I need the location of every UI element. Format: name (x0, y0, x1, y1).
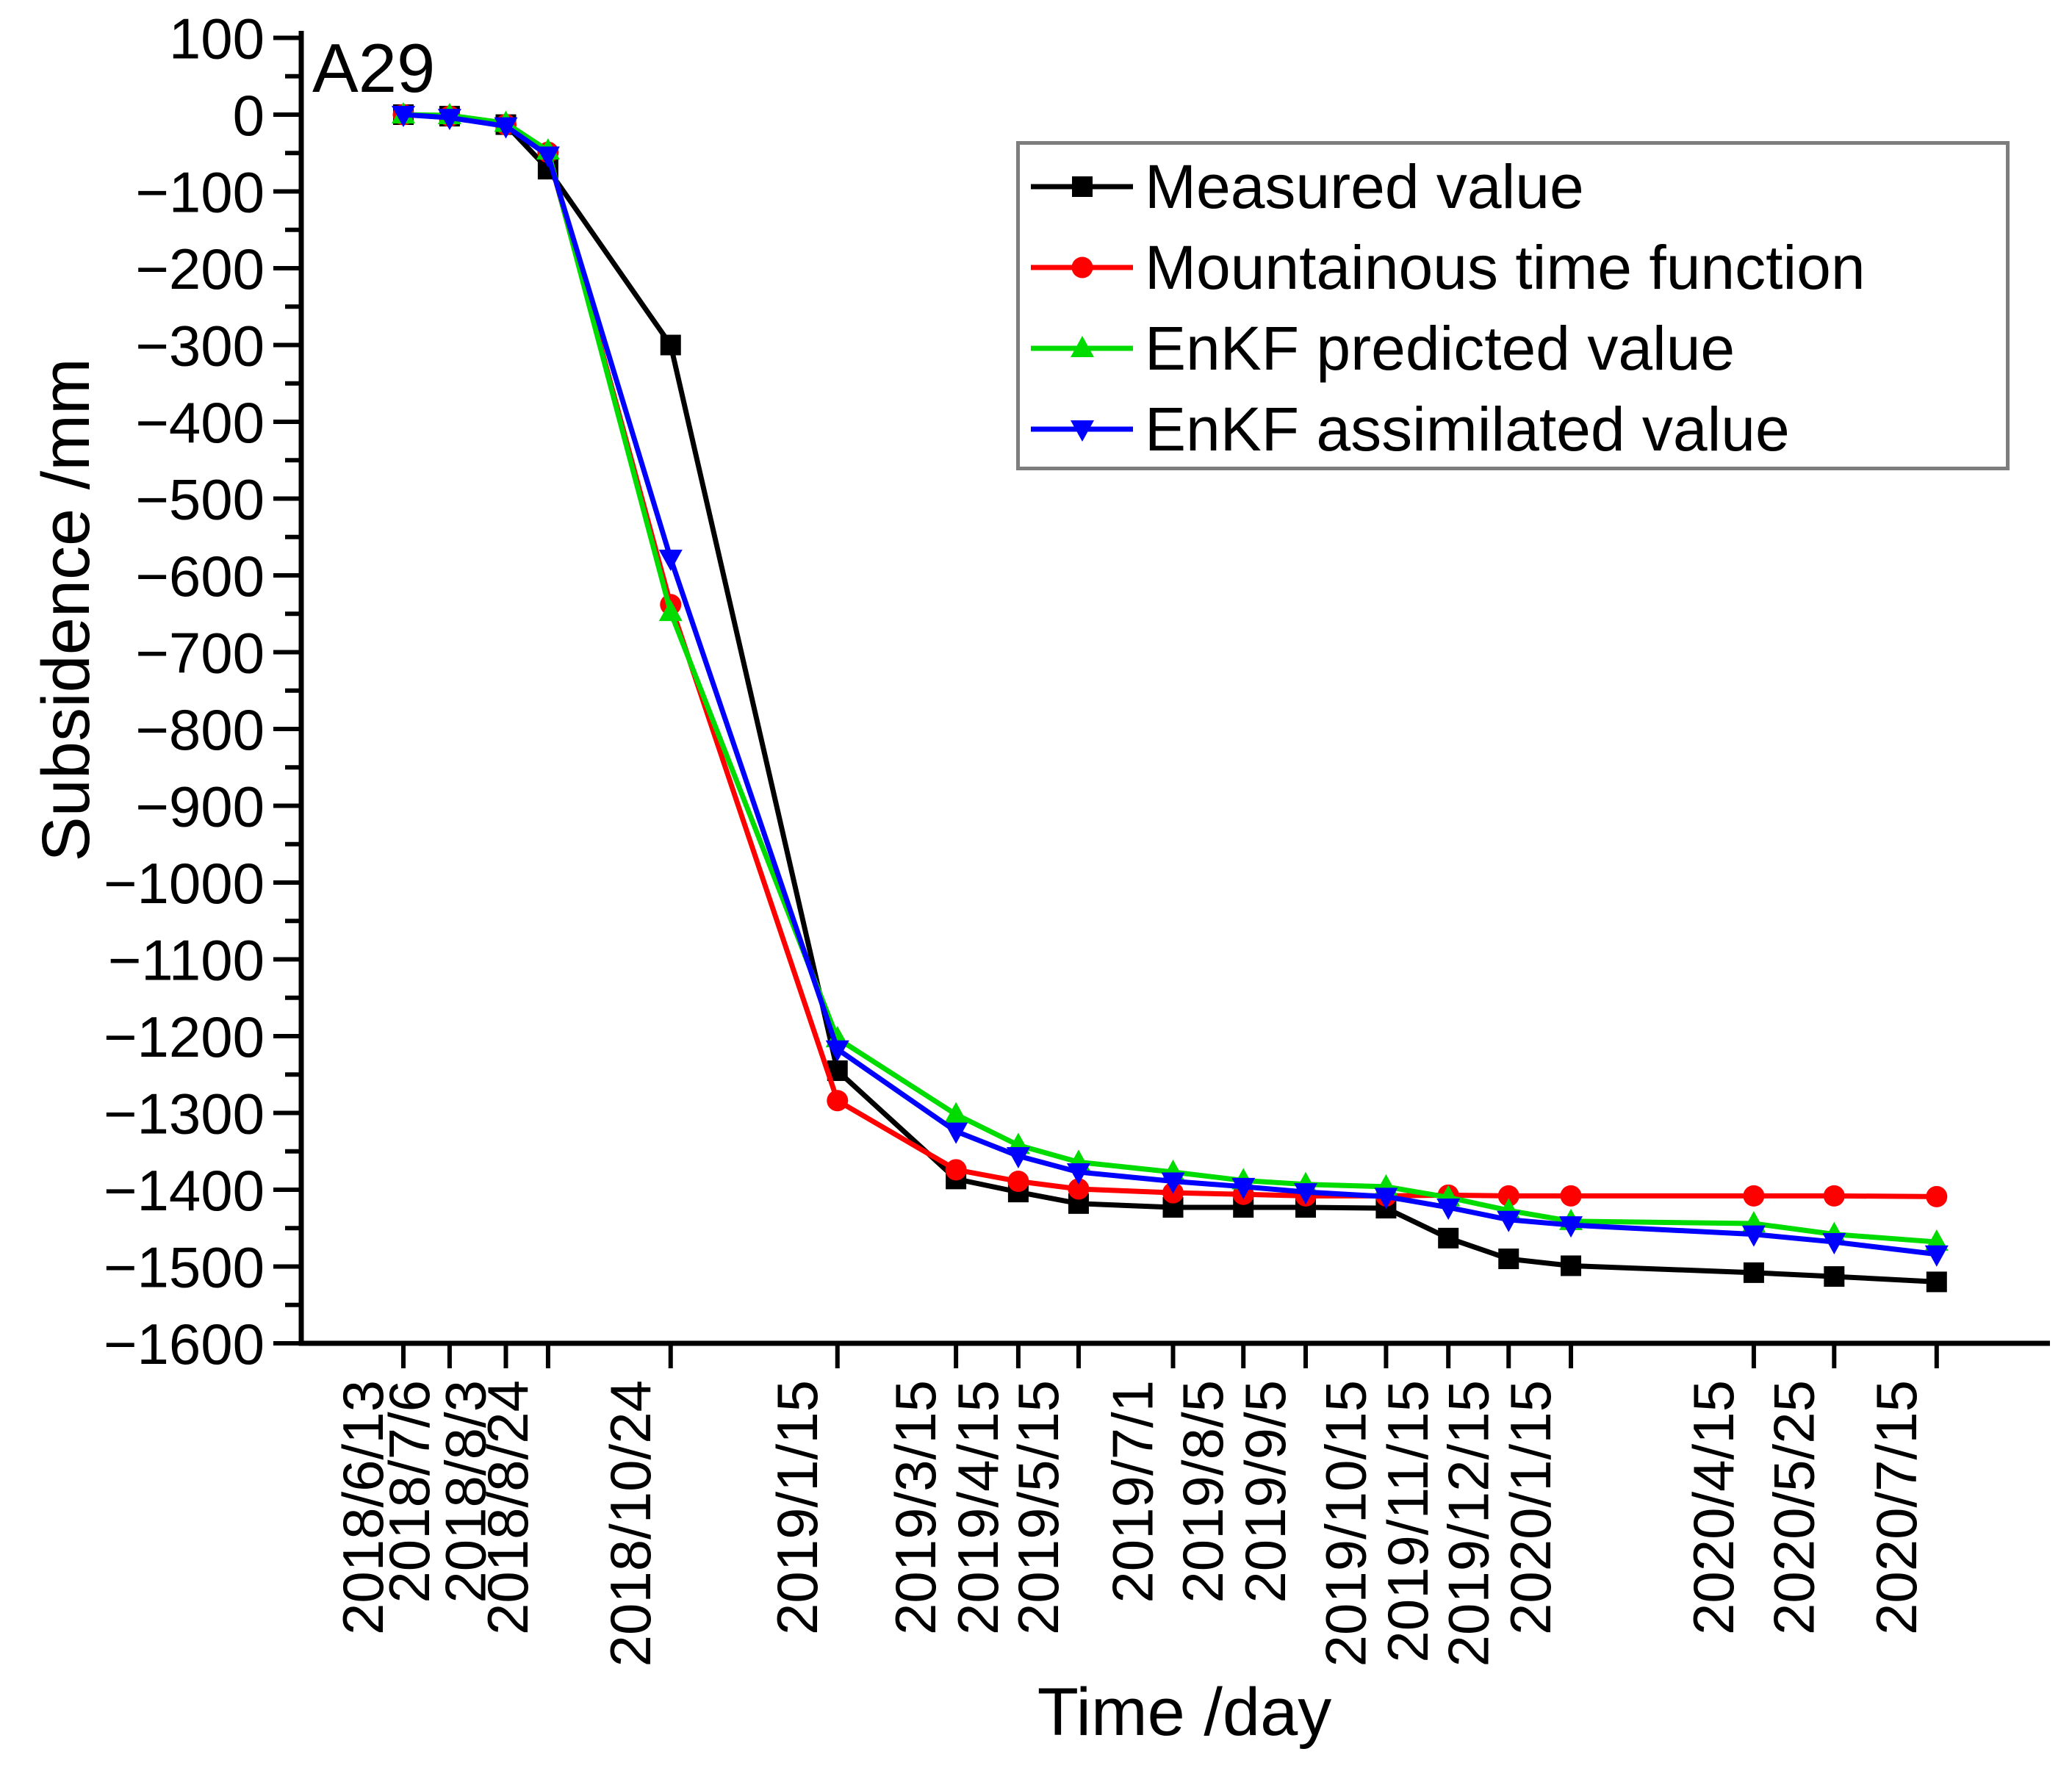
x-tick-label: 2018/10/24 (598, 1380, 663, 1667)
legend-item-mountainous-time-function: Mountainous time function (1020, 227, 2006, 308)
data-point-marker (1007, 1171, 1029, 1193)
legend-item-enkf-predicted-value: EnKF predicted value (1020, 308, 2006, 389)
data-point-marker (1743, 1185, 1765, 1207)
x-tick-label: 2019/11/15 (1375, 1380, 1440, 1663)
data-point-marker (1924, 1245, 1949, 1267)
x-tick-label: 2018/6/13 (331, 1380, 395, 1635)
legend-sample-marker (1071, 256, 1093, 279)
y-tick-label: −600 (135, 544, 265, 608)
x-tick-label: 2019/9/5 (1233, 1380, 1298, 1603)
legend-sample-enkf-predicted-value (1031, 336, 1133, 357)
data-point-marker (1231, 1177, 1256, 1199)
x-tick-label: 2019/5/15 (1006, 1380, 1071, 1635)
legend-sample-mountainous-time-function (1031, 256, 1133, 279)
x-tick-label: 2020/1/15 (1498, 1380, 1563, 1635)
plot-title: A29 (312, 29, 436, 107)
data-point-marker (1822, 1233, 1846, 1255)
data-point-marker (1741, 1225, 1766, 1247)
x-tick-label: 2018/7/6 (377, 1380, 442, 1603)
data-point-marker (1294, 1183, 1318, 1205)
y-axis: 100 0 −100 −200 −300 −400 −500 −600 −700 −800 −900… (104, 7, 301, 1376)
data-point-marker (1497, 1210, 1521, 1232)
y-tick-label: −300 (135, 314, 265, 378)
y-tick-label: −700 (135, 621, 265, 686)
legend-item-enkf-assimilated-value: EnKF assimilated value (1020, 389, 2006, 470)
y-axis-title: Subsidence /mm (29, 358, 104, 862)
series-markers-enkf-assimilated-value (392, 106, 1949, 1267)
legend-label: Mountainous time function (1145, 232, 1866, 302)
y-tick-label: −1600 (104, 1312, 265, 1376)
legend-sample-marker (1071, 420, 1094, 442)
data-point-marker (1066, 1163, 1090, 1185)
y-tick-label: −1500 (104, 1235, 265, 1300)
data-point-marker (494, 117, 518, 139)
y-tick-label: −200 (135, 237, 265, 301)
data-point-marker (658, 550, 683, 572)
data-point-marker (1926, 1185, 1948, 1207)
x-axis-title: Time /day (1037, 1675, 1332, 1750)
data-point-marker (437, 109, 461, 131)
data-point-marker (1006, 1147, 1030, 1169)
legend-label: Measured value (1145, 151, 1584, 221)
legend-sample-marker (1071, 336, 1094, 357)
x-tick-label: 2018/8/24 (475, 1380, 540, 1635)
data-point-marker (1824, 1266, 1845, 1287)
x-tick-label: 2019/1/15 (765, 1380, 830, 1635)
data-point-marker (1498, 1249, 1519, 1270)
y-tick-label: −1100 (108, 928, 265, 993)
y-tick-label: −1400 (104, 1158, 265, 1223)
x-tick-label: 2020/4/15 (1681, 1380, 1746, 1635)
data-point-marker (944, 1102, 968, 1124)
legend-sample-enkf-assimilated-value (1031, 420, 1133, 442)
legend-sample-measured-value (1031, 176, 1133, 197)
x-tick-label: 2019/7/1 (1101, 1380, 1165, 1603)
legend-label: EnKF assimilated value (1145, 394, 1790, 464)
data-point-marker (1374, 1188, 1398, 1210)
data-point-marker (536, 146, 560, 168)
data-point-marker (1560, 1185, 1582, 1207)
legend-item-measured-value: Measured value (1020, 146, 2006, 227)
y-tick-label: −800 (135, 697, 265, 762)
data-point-marker (1497, 1185, 1519, 1207)
legend-label: EnKF predicted value (1145, 313, 1735, 383)
data-point-marker (1561, 1255, 1582, 1276)
data-point-marker (392, 106, 415, 127)
data-point-marker (827, 1090, 849, 1112)
x-tick-label: 2019/10/15 (1313, 1380, 1378, 1667)
y-tick-label: 0 (233, 83, 265, 148)
y-tick-label: −900 (135, 775, 265, 839)
data-point-marker (1823, 1185, 1845, 1207)
y-tick-label: −100 (135, 160, 265, 225)
y-tick-label: −1300 (104, 1082, 265, 1146)
data-point-marker (1068, 1178, 1090, 1200)
data-point-marker (1926, 1271, 1947, 1293)
x-tick-label: 2020/7/15 (1864, 1380, 1929, 1635)
y-tick-label: 100 (169, 7, 265, 71)
y-tick-label: −1200 (104, 1005, 265, 1069)
x-tick-label: 2019/12/15 (1436, 1380, 1500, 1667)
legend: Measured value Mountainous time function… (1016, 141, 2010, 470)
y-tick-label: −500 (135, 467, 265, 532)
data-point-marker (1161, 1172, 1185, 1194)
y-tick-label: −1000 (104, 851, 265, 916)
x-tick-label: 2020/5/25 (1761, 1380, 1826, 1635)
data-point-marker (1438, 1227, 1459, 1249)
data-point-marker (945, 1159, 967, 1181)
x-tick-label: 2018/8/3 (433, 1380, 497, 1603)
data-point-marker (658, 600, 683, 622)
x-tick-label: 2019/4/15 (946, 1380, 1010, 1635)
data-point-marker (944, 1122, 968, 1144)
x-tick-label: 2019/8/5 (1170, 1380, 1235, 1603)
data-point-marker (1743, 1262, 1764, 1283)
y-tick-label: −400 (135, 390, 265, 455)
data-point-marker (1436, 1199, 1461, 1221)
data-point-marker (1559, 1216, 1583, 1238)
data-point-marker (825, 1040, 849, 1062)
legend-sample-marker (1072, 176, 1093, 197)
data-point-marker (660, 334, 681, 356)
x-tick-label: 2019/3/15 (883, 1380, 948, 1635)
